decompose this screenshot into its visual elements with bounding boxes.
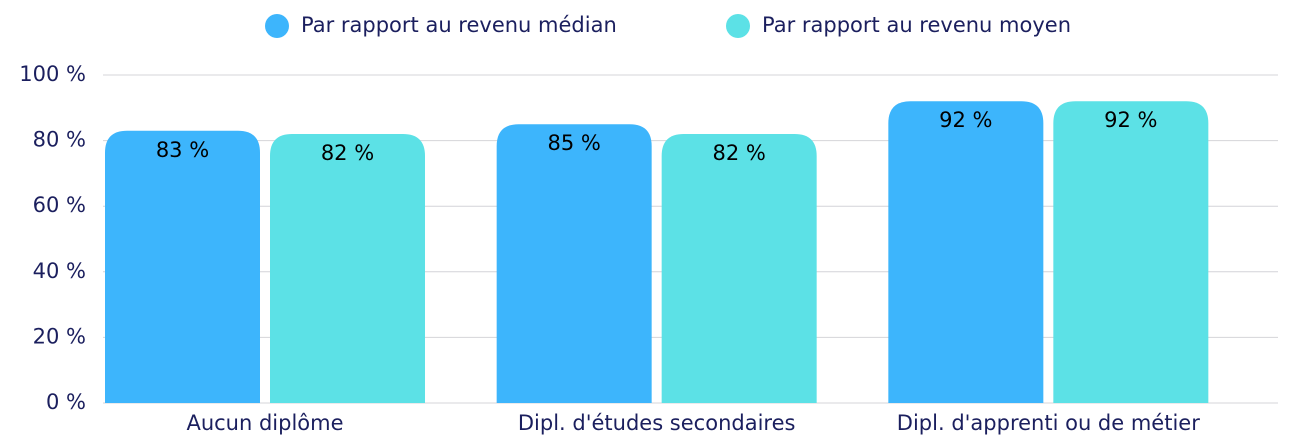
x-tick-label: Aucun diplôme	[186, 411, 343, 435]
value-label: 82 %	[712, 141, 765, 165]
y-tick-label: 20 %	[33, 324, 86, 348]
value-label: 92 %	[939, 108, 992, 132]
legend-label: Par rapport au revenu moyen	[762, 13, 1071, 37]
y-tick-label: 100 %	[19, 62, 86, 86]
bar	[1053, 101, 1209, 404]
y-tick-label: 80 %	[33, 128, 86, 152]
value-label: 83 %	[156, 138, 209, 162]
y-tick-label: 40 %	[33, 259, 86, 283]
value-label: 92 %	[1104, 108, 1157, 132]
value-label: 85 %	[547, 131, 600, 155]
legend-marker	[726, 14, 750, 38]
y-tick-label: 60 %	[33, 193, 86, 217]
bar	[661, 134, 817, 404]
legend-label: Par rapport au revenu médian	[301, 13, 617, 37]
y-tick-label: 0 %	[46, 390, 86, 414]
bar	[270, 134, 425, 404]
value-label: 82 %	[321, 141, 374, 165]
bar	[496, 124, 652, 403]
legend-marker	[265, 14, 289, 38]
x-tick-label: Dipl. d'études secondaires	[518, 411, 796, 435]
bar	[888, 101, 1044, 404]
bar	[105, 130, 260, 403]
x-tick-label: Dipl. d'apprenti ou de métier	[897, 411, 1200, 435]
